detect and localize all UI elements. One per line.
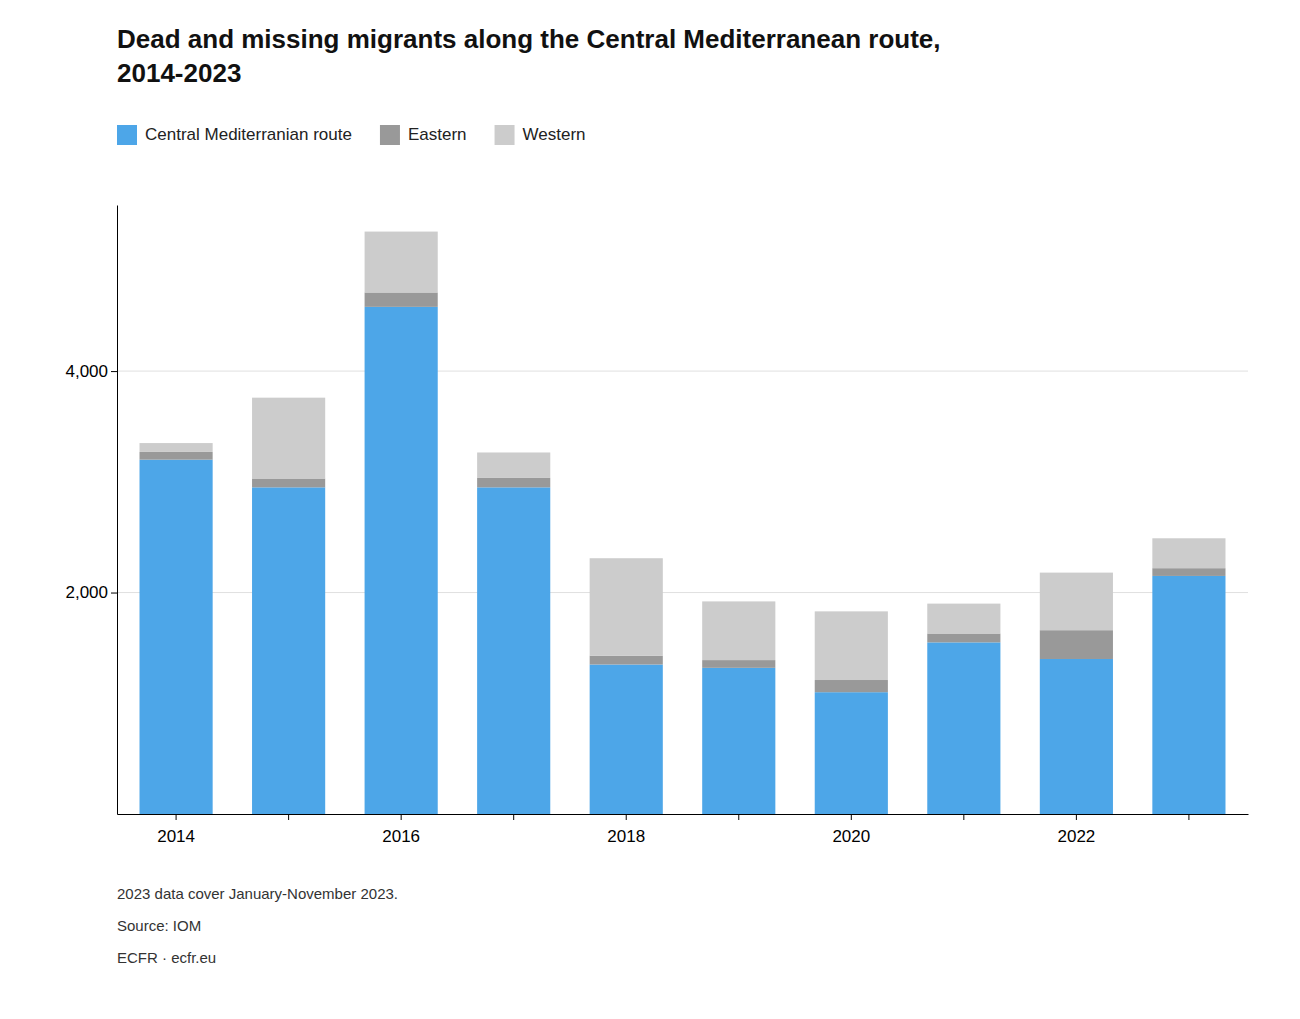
x-axis-line	[118, 814, 1249, 815]
bar	[140, 452, 213, 460]
bar	[927, 642, 1000, 814]
title: 2014-2023	[117, 58, 241, 88]
legend-item: Central Mediterranian route	[117, 125, 352, 145]
bar	[1040, 659, 1113, 814]
grid-line	[117, 371, 1248, 372]
bar-series	[140, 292, 1226, 692]
x-axis: 2014 2016 2018 2020 2022	[118, 814, 1249, 846]
x-tick	[738, 814, 739, 820]
bar	[927, 604, 1000, 634]
x-tick-mark	[963, 814, 964, 820]
x-tick	[513, 814, 514, 820]
bar	[140, 460, 213, 814]
bar	[252, 487, 325, 814]
x-tick	[288, 814, 289, 820]
x-tick-label: 2020	[832, 827, 870, 846]
bar	[815, 692, 888, 814]
legend-label: Western	[523, 125, 586, 144]
y-axis-line	[117, 206, 118, 815]
x-tick-mark	[851, 814, 852, 820]
legend-swatch	[495, 125, 515, 145]
bar	[1040, 573, 1113, 631]
y-tick: 4,000	[65, 362, 117, 381]
title: Dead and missing migrants along the Cent…	[117, 24, 941, 54]
legend-swatch	[380, 125, 400, 145]
x-tick	[963, 814, 964, 820]
bar-series	[140, 307, 1226, 814]
y-tick-mark	[111, 593, 117, 594]
x-tick-mark	[288, 814, 289, 820]
x-tick-mark	[176, 814, 177, 820]
x-tick-label: 2014	[157, 827, 195, 846]
legend-item: Western	[495, 125, 586, 145]
y-axis: 2,000 4,000	[65, 206, 117, 815]
x-tick-mark	[626, 814, 627, 820]
bars	[140, 232, 1226, 814]
chart: Dead and missing migrants along the Cent…	[0, 0, 1300, 1019]
bar-series	[140, 232, 1226, 680]
bar	[365, 307, 438, 814]
notes: 2023 data cover January-November 2023. So…	[117, 885, 398, 966]
bar	[140, 443, 213, 452]
y-tick-label: 4,000	[65, 362, 108, 381]
x-tick-mark	[401, 814, 402, 820]
bar	[1040, 630, 1113, 659]
legend-label: Central Mediterranian route	[145, 125, 352, 144]
bar	[815, 611, 888, 680]
bar	[365, 292, 438, 306]
x-tick-mark	[1076, 814, 1077, 820]
bar	[252, 398, 325, 479]
bar	[365, 232, 438, 293]
bar	[1152, 568, 1225, 576]
bar	[1152, 576, 1225, 814]
note: Source: IOM	[117, 917, 201, 934]
x-tick-mark	[513, 814, 514, 820]
y-tick-mark	[111, 371, 117, 372]
x-tick-label: 2022	[1057, 827, 1095, 846]
legend-item: Eastern	[380, 125, 467, 145]
x-tick-mark	[1188, 814, 1189, 820]
bar	[702, 668, 775, 814]
x-tick	[1188, 814, 1189, 820]
bar	[477, 478, 550, 487]
bar	[252, 478, 325, 487]
bar	[590, 656, 663, 665]
y-tick-label: 2,000	[65, 583, 108, 602]
note: ECFR · ecfr.eu	[117, 949, 216, 966]
bar	[927, 634, 1000, 643]
x-tick: 2020	[832, 814, 870, 846]
bar	[477, 487, 550, 814]
x-tick-mark	[738, 814, 739, 820]
bar	[590, 558, 663, 655]
legend-swatch	[117, 125, 137, 145]
x-tick: 2016	[382, 814, 420, 846]
x-tick: 2018	[607, 814, 645, 846]
bar	[815, 680, 888, 692]
title-group: Dead and missing migrants along the Cent…	[117, 24, 941, 88]
plot: 2,000 4,000 2014 2016 2018 2020 2022	[65, 206, 1248, 846]
x-tick: 2014	[157, 814, 195, 846]
x-tick: 2022	[1057, 814, 1095, 846]
x-tick-label: 2018	[607, 827, 645, 846]
bar	[590, 665, 663, 814]
bar	[1152, 538, 1225, 568]
bar	[702, 601, 775, 660]
legend-label: Eastern	[408, 125, 467, 144]
bar	[702, 660, 775, 668]
y-tick: 2,000	[65, 583, 117, 602]
x-tick-label: 2016	[382, 827, 420, 846]
legend: Central Mediterranian route Eastern Wester…	[117, 125, 586, 145]
bar	[477, 452, 550, 477]
note: 2023 data cover January-November 2023.	[117, 885, 398, 902]
